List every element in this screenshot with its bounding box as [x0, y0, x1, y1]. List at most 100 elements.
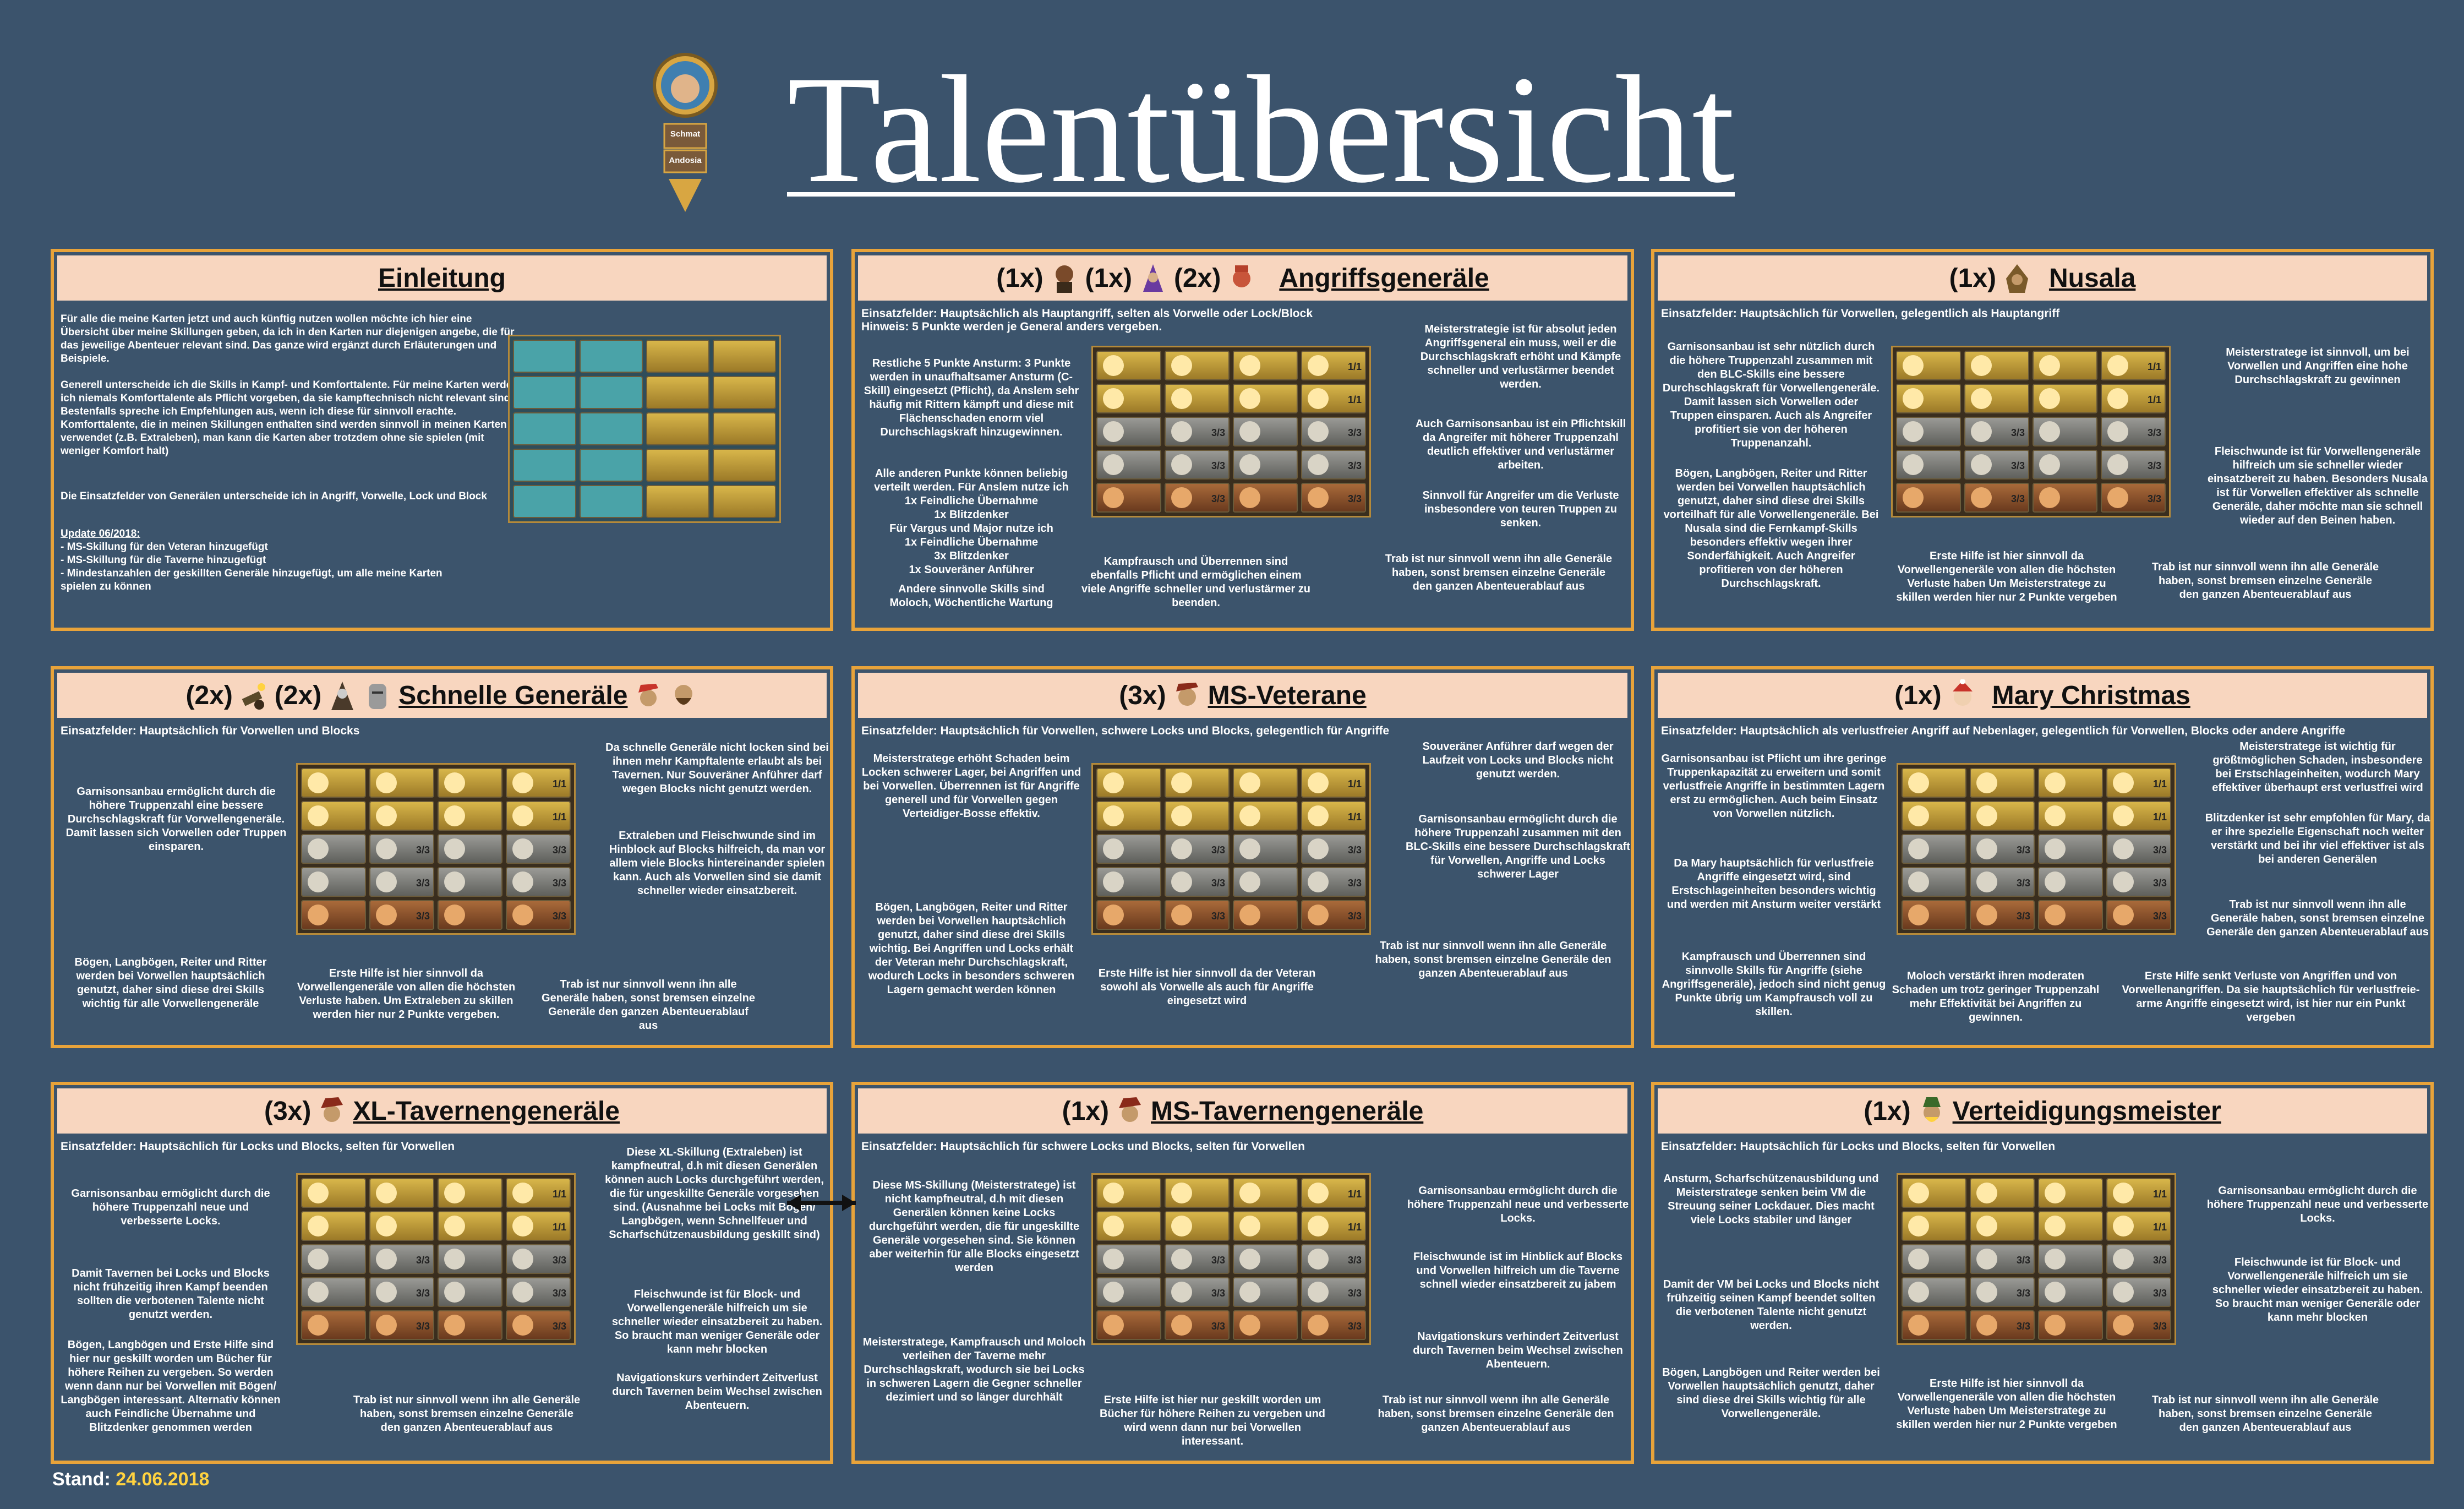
general-count: (1x): [1864, 1096, 1911, 1126]
skill-cell: [1165, 1211, 1230, 1241]
skill-icon: [444, 772, 465, 793]
skill-level: 1/1: [1347, 778, 1362, 789]
general-count: (1x): [1085, 263, 1132, 293]
skill-level: 3/3: [2016, 1288, 2030, 1299]
skill-cell: [1233, 1244, 1298, 1274]
skill-icon: [444, 1282, 465, 1303]
panel-subtitle: Einsatzfelder: Hauptsächlich für Locks u…: [61, 1140, 455, 1153]
skill-cell: 1/1: [1301, 1178, 1366, 1208]
note: Erste Hilfe ist hier sinnvoll da Vorwell…: [1896, 550, 2117, 603]
note: Blitzdenker ist sehr empfohlen für Mary,…: [2205, 812, 2430, 865]
skill-icon: [444, 871, 465, 892]
skill-cell: 3/3: [1165, 450, 1230, 480]
panel-heading: Schnelle Generäle: [398, 680, 628, 710]
skill-icon: [2113, 805, 2134, 826]
skill-cell: 3/3: [1301, 1244, 1366, 1274]
skill-cell: [2033, 384, 2097, 413]
panel-heading: Angriffsgeneräle: [1279, 263, 1489, 293]
general-anslem-icon: [1050, 262, 1079, 294]
skill-level: 3/3: [2147, 460, 2161, 471]
skill-level: 3/3: [416, 1288, 430, 1299]
skill-cell: [369, 768, 434, 798]
skill-cell: [1096, 768, 1161, 798]
skill-icon: [512, 805, 533, 826]
skill-cell: 3/3: [1165, 834, 1230, 864]
note: Fleischwunde ist im Hinblick auf Blocks …: [1413, 1251, 1623, 1290]
skill-icon: [1308, 772, 1329, 793]
skill-cell: [2033, 351, 2097, 380]
skill-icon: [444, 805, 465, 826]
skill-icon: [1239, 421, 1260, 442]
general-count: (1x): [1949, 263, 1996, 293]
skill-icon: [1239, 487, 1260, 508]
skill-level: 3/3: [552, 1255, 566, 1266]
skill-cell: [1902, 1178, 1966, 1208]
skill-icon: [1103, 487, 1124, 508]
skill-icon: [1103, 1282, 1124, 1303]
skill-level: 3/3: [1347, 845, 1362, 856]
skill-cell: 1/1: [506, 1178, 571, 1208]
skill-icon: [1908, 1282, 1929, 1303]
skill-cell: 3/3: [1165, 1277, 1230, 1307]
skill-icon: [1976, 1216, 1997, 1236]
skill-cell: [2033, 450, 2097, 480]
skill-icon: [1971, 421, 1992, 442]
skill-level: 3/3: [1211, 911, 1225, 922]
skill-cell: 3/3: [1964, 450, 2029, 480]
skill-icon: [1171, 871, 1192, 892]
skill-icon: [2045, 1315, 2066, 1336]
skill-level: 1/1: [2147, 361, 2161, 372]
skill-icon: [1908, 871, 1929, 892]
note: Ansturm, Scharfschützenausbildung und Me…: [1663, 1173, 1879, 1226]
skill-icon: [308, 1249, 329, 1270]
skill-cell: [1165, 801, 1230, 831]
skill-cell: [1165, 384, 1230, 413]
note: Garnisonsanbau ermöglicht durch die höhe…: [65, 786, 287, 853]
skill-cell: 3/3: [1165, 483, 1230, 513]
intro-p3: Die Einsatzfelder von Generälen untersch…: [61, 491, 487, 502]
panel-header: Einleitung: [57, 255, 827, 301]
note: Garnisonsanbau ist sehr nützlich durch d…: [1662, 341, 1880, 449]
skill-icon: [512, 772, 533, 793]
skill-cell: [1165, 768, 1230, 798]
skill-level: 3/3: [552, 911, 566, 922]
skill-icon: [1976, 838, 1997, 859]
skill-cell: 3/3: [2106, 1277, 2171, 1307]
skill-grid: 1/1 1/1 3/3 3/3 3/3 3/3 3/3 3/3: [296, 1173, 576, 1345]
skill-cell: [1233, 1277, 1298, 1307]
skill-legend-grid: [508, 335, 781, 523]
skill-icon: [2107, 355, 2128, 376]
skill-level: 1/1: [1347, 811, 1362, 822]
general-portrait: Schmat Andosia: [652, 47, 718, 217]
skill-cell: [1233, 351, 1298, 380]
skill-cell: [580, 449, 643, 482]
skill-cell: 1/1: [1301, 351, 1366, 380]
note: Erste Hilfe ist hier sinnvoll da der Vet…: [1098, 967, 1316, 1007]
skill-level: 3/3: [1347, 460, 1362, 471]
note: Damit Tavernen bei Locks und Blocks nich…: [72, 1267, 270, 1321]
skill-level: 3/3: [552, 845, 566, 856]
panel-heading: Mary Christmas: [1992, 680, 2190, 710]
skill-icon: [444, 1315, 465, 1336]
skill-icon: [1239, 1216, 1260, 1236]
note: Kampfrausch und Überrennen sind ebenfall…: [1081, 555, 1311, 609]
skill-icon: [1171, 805, 1192, 826]
skill-cell: 1/1: [1301, 1211, 1366, 1241]
skill-cell: 3/3: [1970, 834, 2035, 864]
skill-cell: 3/3: [369, 1244, 434, 1274]
skill-icon: [2039, 355, 2060, 376]
skill-level: 1/1: [2147, 394, 2161, 405]
skill-cell: [1902, 834, 1966, 864]
skill-level: 3/3: [1347, 911, 1362, 922]
skill-icon: [1971, 355, 1992, 376]
skill-cell: 1/1: [2106, 801, 2171, 831]
skill-cell: 1/1: [1301, 384, 1366, 413]
skill-cell: [369, 801, 434, 831]
skill-icon: [308, 838, 329, 859]
panel-header: (2x) (2x) Schnelle Generäle: [57, 673, 827, 718]
skill-cell: [1964, 384, 2029, 413]
skill-icon: [1308, 1282, 1329, 1303]
skill-icon: [1103, 1315, 1124, 1336]
skill-cell: [580, 412, 643, 445]
skill-cell: [2033, 483, 2097, 513]
